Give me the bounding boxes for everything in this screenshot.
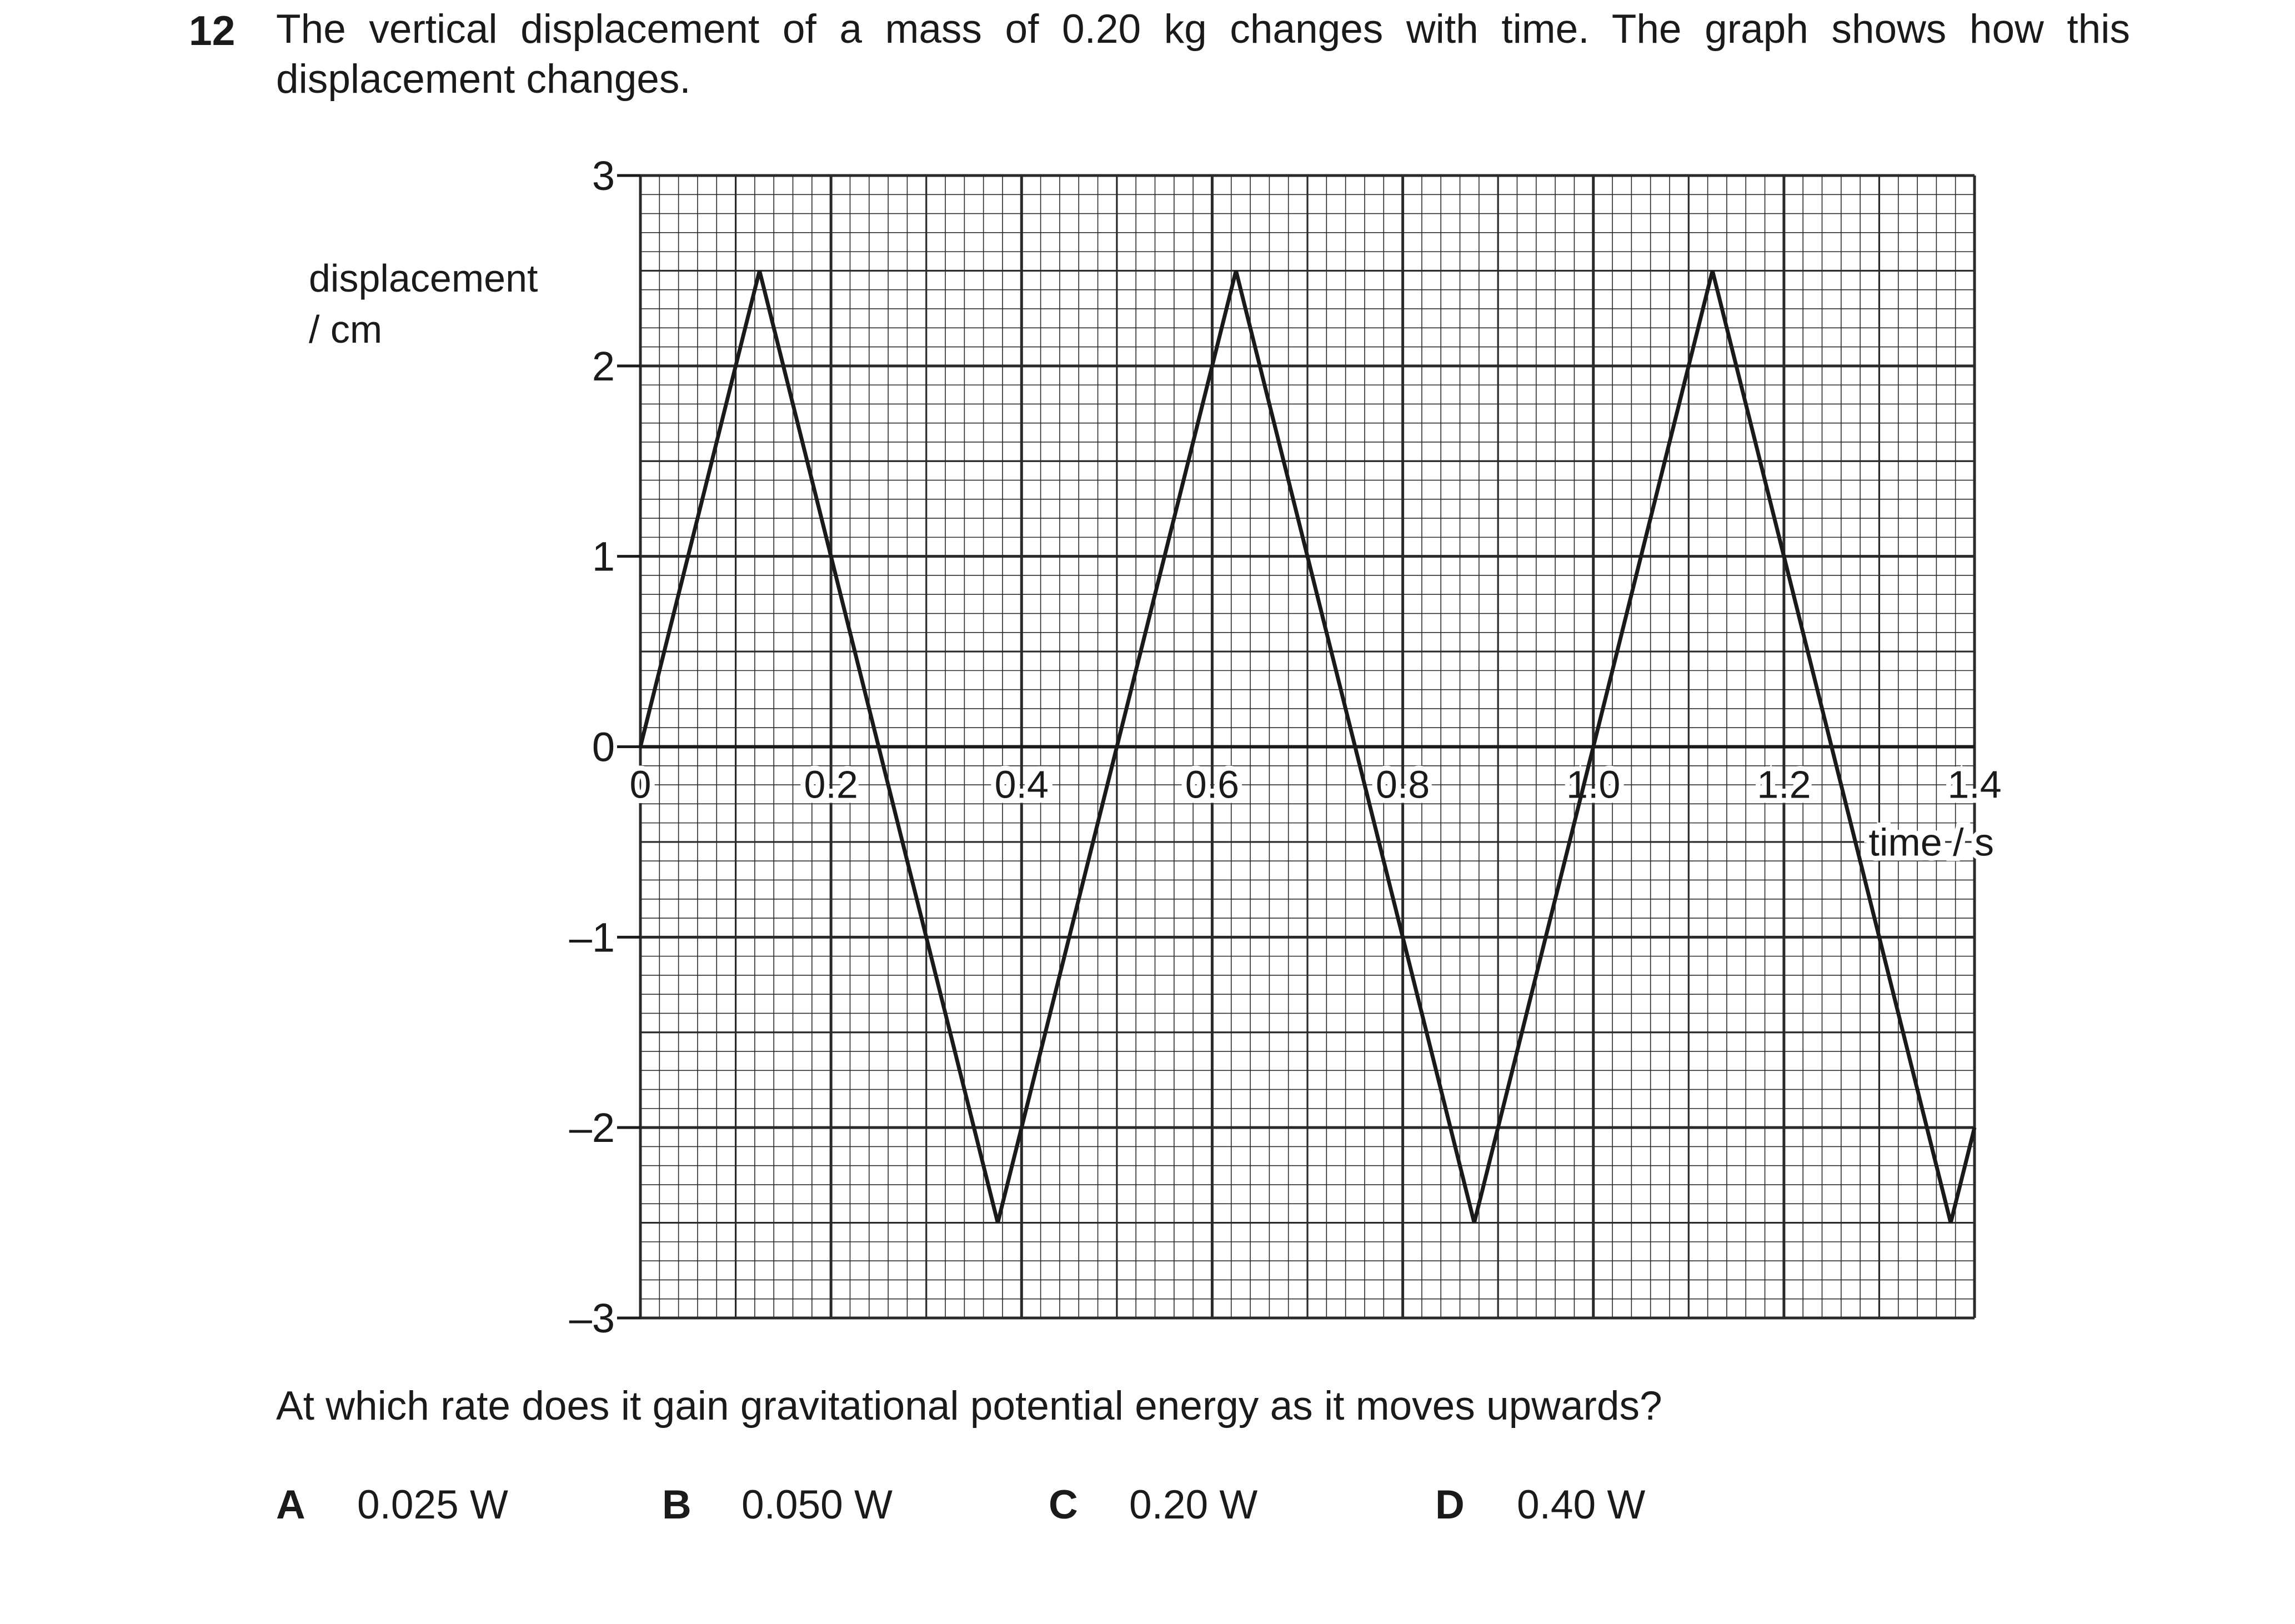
y-tick-label: –2 [569,1105,615,1151]
x-tick-label: 0.8 [1376,763,1430,806]
option-value: 0.025 W [357,1482,508,1527]
displacement-series-line [638,270,1977,1224]
option-letter: B [662,1482,691,1527]
y-tick-label: 0 [592,724,615,770]
y-axis-label: displacement / cm [309,257,538,351]
y-tick-label: 1 [592,534,615,580]
chart-ticks: –3 –2 –1 0 1 2 3 0 0.2 0.4 0.6 0.8 1.0 1.2 1.4 time / s [569,153,2007,1341]
x-tick-label: 0.6 [1185,763,1239,806]
option-b[interactable]: B 0.050 W [662,1480,893,1530]
option-letter: C [1049,1482,1078,1527]
y-tick-label: 2 [592,343,615,389]
x-axis-label: time / s [1868,821,1994,864]
option-letter: D [1435,1482,1465,1527]
question-stem: The vertical displacement of a mass of 0… [276,7,2130,102]
option-d[interactable]: D 0.40 W [1435,1480,1645,1530]
option-letter: A [276,1482,305,1527]
x-tick-label: 0 [630,763,652,806]
x-tick-label: 0.4 [995,763,1049,806]
y-tick-label: –1 [569,914,615,960]
x-tick-label: 1.2 [1757,763,1811,806]
y-tick-label: 3 [592,153,615,199]
question-prompt: At which rate does it gain gravitational… [276,1384,1662,1428]
x-tick-label: 1.0 [1566,763,1620,806]
x-tick-label: 1.4 [1947,763,2001,806]
question-number: 12 [189,7,235,54]
chart-series [638,270,1977,1224]
x-tick-label: 0.2 [804,763,858,806]
y-tick-label: –3 [569,1295,615,1341]
option-a[interactable]: A 0.025 W [276,1480,508,1530]
chart-grid [639,174,1976,1320]
option-c[interactable]: C 0.20 W [1049,1480,1257,1530]
option-value: 0.050 W [741,1482,893,1527]
option-value: 0.20 W [1129,1482,1258,1527]
option-value: 0.40 W [1517,1482,1646,1527]
